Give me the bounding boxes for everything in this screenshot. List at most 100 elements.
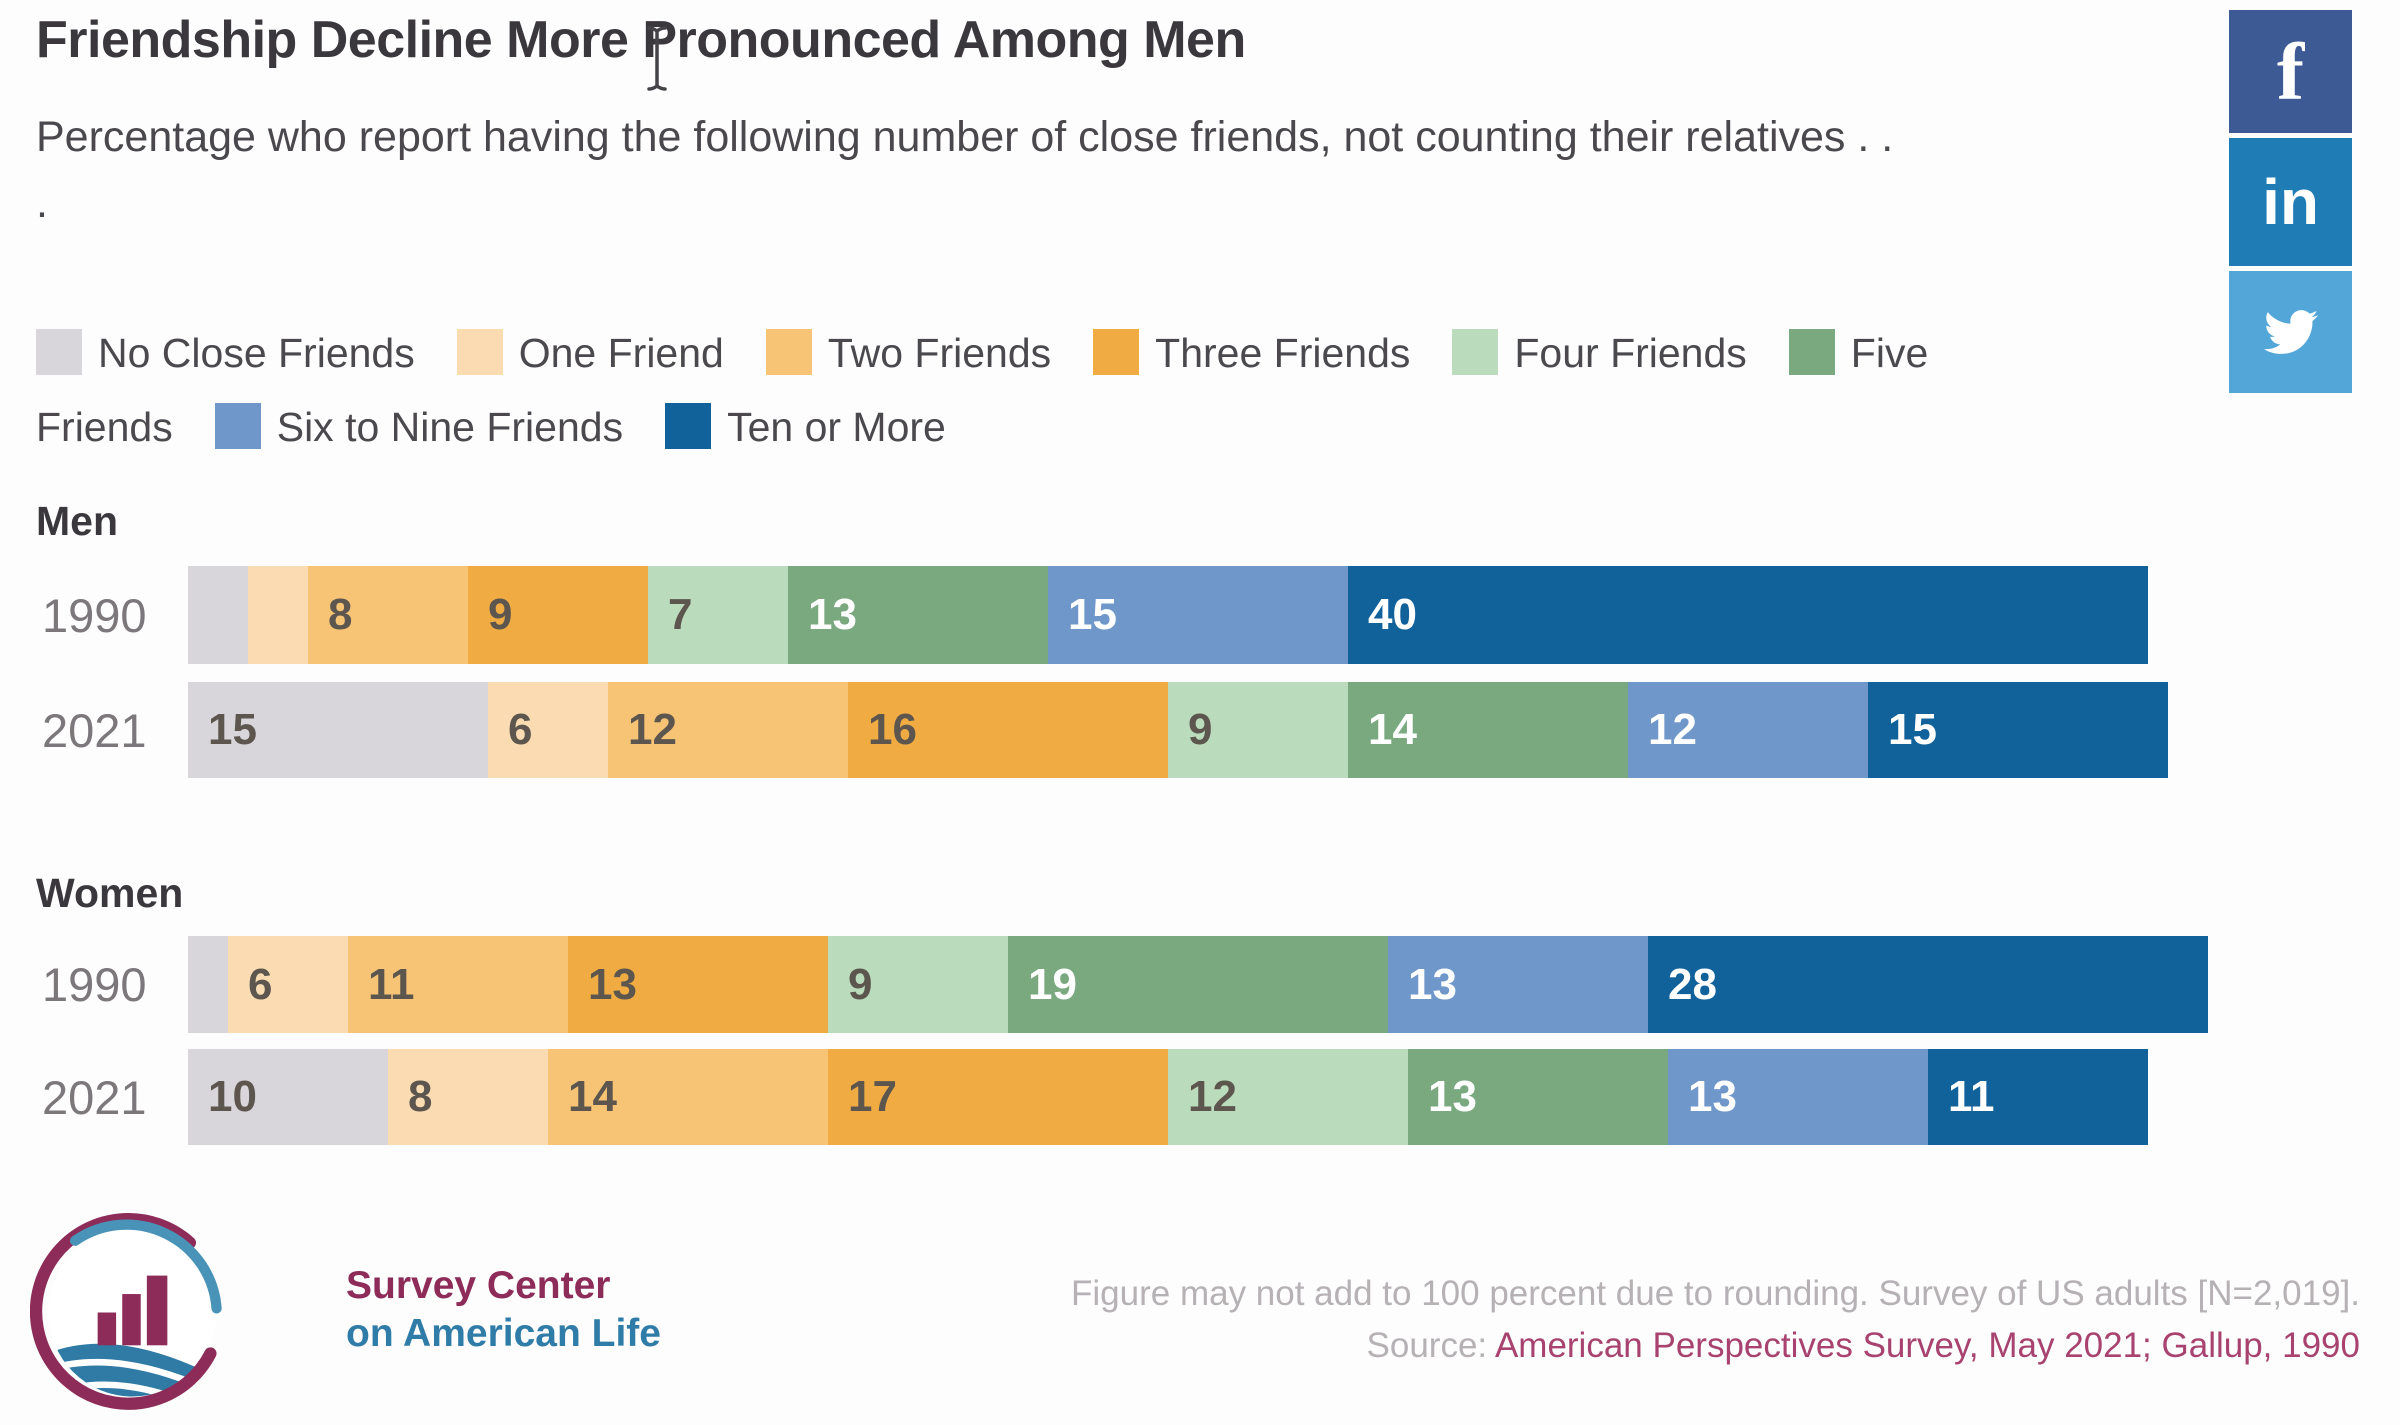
bar-segment: 14 — [1348, 682, 1628, 778]
logo-line1: Survey Center — [346, 1264, 611, 1307]
year-label: 2021 — [42, 1070, 147, 1124]
bar-segment: 13 — [568, 936, 828, 1033]
bar-segment-value: 40 — [1368, 590, 1417, 639]
legend-label: No Close Friends — [98, 330, 415, 376]
bar-segment: 13 — [1668, 1049, 1928, 1145]
bar-segment-value: 16 — [868, 705, 917, 754]
bar-segment: 15 — [1868, 682, 2168, 778]
bar-segment-value: 12 — [1648, 705, 1697, 754]
bar-segment: 7 — [648, 566, 788, 664]
linkedin-icon: in — [2262, 166, 2319, 238]
legend-item: Three Friends — [1093, 329, 1411, 376]
legend-swatch — [456, 329, 503, 375]
source-line: Source: American Perspectives Survey, Ma… — [1366, 1326, 2360, 1365]
legend-item: Two Friends — [765, 329, 1052, 376]
bar-segment-value: 15 — [1888, 705, 1937, 754]
legend-item: No Close Friends — [36, 329, 415, 376]
legend-swatch — [1093, 329, 1140, 375]
legend-item: Six to Nine Friends — [214, 403, 624, 450]
bar-segment: 40 — [1348, 566, 2148, 664]
stacked-bar: 15 6 12 16 9 14 12 15 — [188, 682, 2168, 778]
legend-item: One Friend — [456, 329, 724, 376]
logo-text: Survey Center on American Life — [346, 1262, 661, 1358]
bar-segment — [188, 936, 228, 1033]
bar-segment-value: 13 — [588, 959, 637, 1009]
facebook-icon: f — [2276, 25, 2305, 117]
bar-segment — [188, 566, 248, 664]
bar-segment-value: 9 — [1188, 705, 1213, 754]
stacked-bar: 8 9 7 13 15 40 — [188, 566, 2148, 664]
bar-segment: 9 — [468, 566, 648, 664]
bar-segment-value: 28 — [1668, 959, 1717, 1009]
bar-segment-value: 14 — [1368, 705, 1417, 754]
group-label-women: Women — [36, 870, 184, 916]
bar-row-women-1990: 1990 6 11 13 9 19 13 28 — [0, 936, 2400, 1033]
legend-item: Four Friends — [1452, 329, 1747, 376]
bar-segment: 6 — [488, 682, 608, 778]
bar-segment: 8 — [388, 1049, 548, 1145]
bar-segment-value: 6 — [508, 705, 533, 754]
rounding-note: Figure may not add to 100 percent due to… — [1071, 1274, 2360, 1313]
bar-segment: 13 — [1408, 1049, 1668, 1145]
year-label: 1990 — [42, 588, 147, 642]
bar-segment: 19 — [1008, 936, 1388, 1033]
legend-label: Five Friends — [36, 330, 1929, 450]
bar-segment: 11 — [1928, 1049, 2148, 1145]
bar-segment: 11 — [348, 936, 568, 1033]
legend-label: Ten or More — [727, 404, 946, 450]
bar-row-women-2021: 2021 10 8 14 17 12 13 13 11 — [0, 1049, 2400, 1145]
legend-label: Three Friends — [1155, 330, 1411, 376]
bar-segment-value: 10 — [208, 1072, 257, 1121]
bar-segment-value: 12 — [628, 705, 677, 754]
bar-segment: 15 — [188, 682, 488, 778]
bar-row-men-2021: 2021 15 6 12 16 9 14 12 15 — [0, 682, 2400, 778]
bar-segment-value: 9 — [488, 590, 513, 639]
survey-center-logo — [30, 1213, 222, 1410]
year-label: 1990 — [42, 958, 147, 1011]
bar-segment: 16 — [848, 682, 1168, 778]
twitter-icon — [2263, 310, 2318, 354]
bar-segment: 14 — [548, 1049, 828, 1145]
bar-segment: 13 — [788, 566, 1048, 664]
legend-label: Six to Nine Friends — [276, 404, 624, 450]
bar-segment: 8 — [308, 566, 468, 664]
legend-label: Two Friends — [827, 330, 1052, 376]
bar-segment-value: 11 — [1948, 1072, 1995, 1121]
bar-segment: 9 — [1168, 682, 1348, 778]
bar-segment: 6 — [228, 936, 348, 1033]
facebook-share-button[interactable]: f — [2229, 10, 2352, 133]
bar-segment-value: 7 — [668, 590, 693, 639]
bar-segment-value: 6 — [248, 959, 273, 1009]
stacked-bar: 6 11 13 9 19 13 28 — [188, 936, 2208, 1033]
bar-segment: 28 — [1648, 936, 2208, 1033]
legend-swatch — [1788, 329, 1835, 375]
bar-segment-value: 19 — [1028, 959, 1077, 1009]
bar-segment: 9 — [828, 936, 1008, 1033]
linkedin-share-button[interactable]: in — [2229, 138, 2352, 266]
bar-segment: 12 — [608, 682, 848, 778]
bar-segment-value: 9 — [848, 959, 873, 1009]
bar-row-men-1990: 1990 8 9 7 13 15 40 — [0, 566, 2400, 664]
legend-label: One Friend — [518, 330, 724, 376]
legend-swatch — [1452, 329, 1499, 375]
bar-segment: 13 — [1388, 936, 1648, 1033]
bar-segment-value: 12 — [1188, 1072, 1237, 1121]
bar-segment: 15 — [1048, 566, 1348, 664]
bar-segment: 12 — [1628, 682, 1868, 778]
bar-segment-value: 17 — [848, 1072, 897, 1121]
logo-line2: on American Life — [346, 1312, 661, 1355]
bar-segment: 10 — [188, 1049, 388, 1145]
bar-segment-value: 13 — [808, 590, 857, 639]
twitter-share-button[interactable] — [2229, 271, 2352, 393]
bar-segment-value: 15 — [1068, 590, 1117, 639]
bar-segment: 17 — [828, 1049, 1168, 1145]
chart-subtitle: Percentage who report having the followi… — [36, 113, 1894, 227]
social-share-bar: f in — [2229, 10, 2352, 398]
bar-segment-value: 13 — [1428, 1072, 1477, 1121]
bar-segment-value: 13 — [1408, 959, 1457, 1009]
bar-segment-value: 8 — [328, 590, 353, 639]
text-cursor-icon — [647, 26, 667, 91]
legend-label: Four Friends — [1514, 330, 1747, 376]
legend-swatch — [765, 329, 812, 375]
